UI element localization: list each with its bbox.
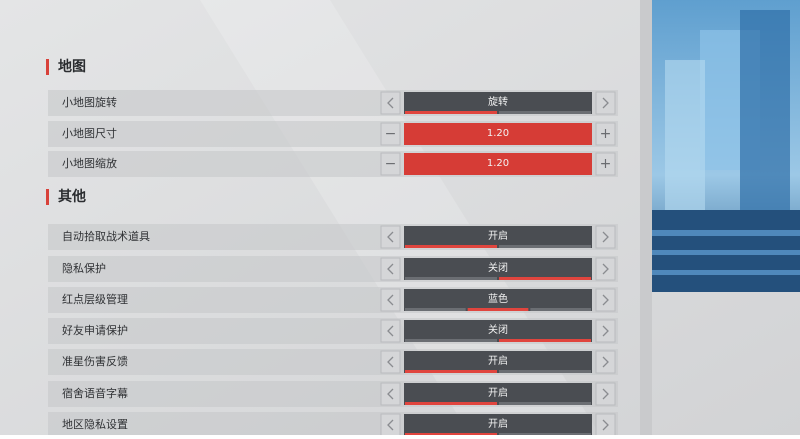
- setting-value: 开启: [488, 386, 508, 399]
- left-button[interactable]: [380, 413, 401, 437]
- setting-value: 开启: [488, 229, 508, 242]
- setting-value: 开启: [488, 417, 508, 430]
- right-button[interactable]: [595, 122, 616, 146]
- right-button[interactable]: [595, 413, 616, 437]
- option-indicator: [499, 402, 591, 405]
- value-box: [404, 351, 592, 373]
- left-button[interactable]: [380, 257, 401, 281]
- option-indicator: [499, 339, 591, 342]
- right-button[interactable]: [595, 91, 616, 115]
- setting-value: 旋转: [488, 95, 508, 108]
- section-marker: [46, 59, 49, 75]
- arrow-left: [387, 294, 394, 306]
- arrow-left: [387, 325, 394, 337]
- setting-label: 小地图缩放: [62, 156, 117, 170]
- left-button[interactable]: [380, 382, 401, 406]
- value-box: [404, 320, 592, 342]
- setting-value: 开启: [488, 354, 508, 367]
- arrow-right: [602, 419, 609, 431]
- setting-value: 蓝色: [488, 292, 508, 305]
- setting-label: 准星伤害反馈: [62, 354, 128, 368]
- minus-icon: −: [385, 126, 397, 142]
- setting-label: 自动拾取战术道具: [62, 229, 150, 243]
- option-indicator: [499, 370, 591, 373]
- arrow-right: [602, 97, 609, 109]
- slider-fill: [404, 153, 592, 175]
- option-indicator: [499, 245, 591, 248]
- left-button[interactable]: [380, 319, 401, 343]
- arrow-right: [602, 294, 609, 306]
- setting-label: 小地图尺寸: [62, 126, 117, 140]
- value-box: [404, 258, 592, 280]
- value-box: [404, 414, 592, 436]
- setting-label: 隐私保护: [62, 261, 106, 275]
- setting-value: 关闭: [488, 323, 508, 336]
- left-button[interactable]: [380, 225, 401, 249]
- arrow-left: [387, 419, 394, 431]
- option-indicator: [530, 308, 591, 311]
- setting-value: 1.20: [487, 158, 509, 169]
- arrow-right: [602, 356, 609, 368]
- setting-value: 1.20: [487, 128, 509, 139]
- right-button[interactable]: [595, 319, 616, 343]
- arrow-left: [387, 231, 394, 243]
- right-button[interactable]: [595, 382, 616, 406]
- left-button[interactable]: [380, 152, 401, 176]
- value-box: [404, 92, 592, 114]
- arrow-left: [387, 356, 394, 368]
- option-indicator: [405, 111, 497, 114]
- section-title: 地图: [58, 58, 86, 75]
- arrow-left: [387, 97, 394, 109]
- setting-value: 关闭: [488, 261, 508, 274]
- value-box: [404, 383, 592, 405]
- setting-label: 小地图旋转: [62, 95, 117, 109]
- right-button[interactable]: [595, 257, 616, 281]
- right-button[interactable]: [595, 288, 616, 312]
- section-marker: [46, 189, 49, 205]
- preview-image: [652, 0, 800, 292]
- plus-icon: +: [600, 156, 612, 172]
- option-indicator: [405, 402, 497, 405]
- divider: [640, 0, 652, 435]
- value-box: [404, 289, 592, 311]
- setting-label: 宿舍语音字幕: [62, 386, 128, 400]
- left-button[interactable]: [380, 288, 401, 312]
- plus-icon: +: [600, 126, 612, 142]
- slider-fill: [404, 123, 592, 145]
- section-title: 其他: [58, 188, 86, 205]
- left-button[interactable]: [380, 91, 401, 115]
- arrow-right: [602, 231, 609, 243]
- setting-label: 红点层级管理: [62, 292, 128, 306]
- arrow-right: [602, 388, 609, 400]
- option-indicator: [405, 308, 466, 311]
- value-box: [404, 226, 592, 248]
- arrow-left: [387, 388, 394, 400]
- option-indicator: [405, 277, 497, 280]
- option-indicator: [499, 277, 591, 280]
- right-button[interactable]: [595, 350, 616, 374]
- option-indicator: [405, 339, 497, 342]
- option-indicator: [405, 370, 497, 373]
- right-button[interactable]: [595, 225, 616, 249]
- arrow-right: [602, 263, 609, 275]
- setting-label: 好友申请保护: [62, 323, 128, 337]
- option-indicator: [405, 245, 497, 248]
- arrow-left: [387, 263, 394, 275]
- setting-label: 地区隐私设置: [62, 418, 128, 431]
- option-indicator: [467, 308, 529, 311]
- right-button[interactable]: [595, 152, 616, 176]
- left-button[interactable]: [380, 350, 401, 374]
- left-button[interactable]: [380, 122, 401, 146]
- minus-icon: −: [385, 156, 397, 172]
- option-indicator: [499, 111, 591, 114]
- arrow-right: [602, 325, 609, 337]
